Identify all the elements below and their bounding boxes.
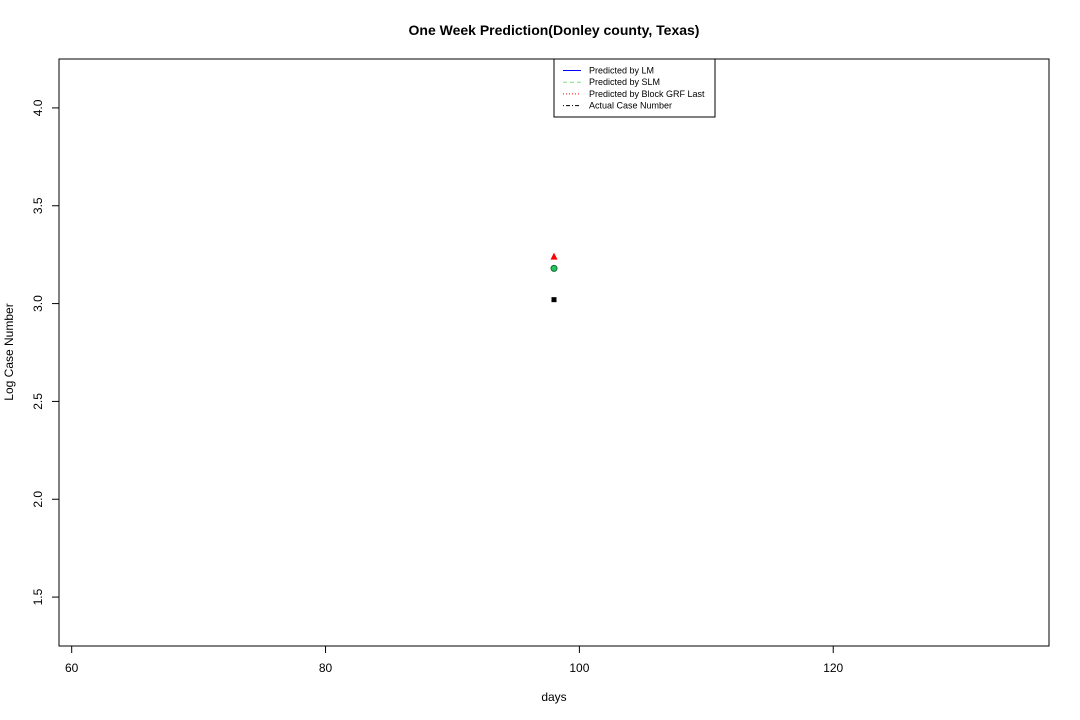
y-tick-label: 2.5 [31,393,45,410]
x-axis-label: days [541,690,566,704]
data-points [550,252,558,303]
x-tick-label: 100 [569,661,589,675]
legend-label-1: Predicted by LM [589,66,654,76]
chart-title: One Week Prediction(Donley county, Texas… [409,22,700,38]
y-axis: 1.5 2.0 2.5 3.0 3.5 4.0 [31,99,60,605]
point-predicted-by-slm [550,264,558,272]
x-tick-label: 60 [65,661,79,675]
legend-label-3: Predicted by Block GRF Last [589,89,705,99]
x-tick-label: 80 [319,661,333,675]
y-tick-label: 4.0 [31,99,45,116]
point-actual-case-number [551,297,557,303]
legend-box [553,58,716,118]
y-tick-label: 1.5 [31,588,45,605]
x-tick-label: 120 [823,661,843,675]
x-axis: 60 80 100 120 [65,645,844,675]
y-tick-label: 2.0 [31,491,45,508]
y-axis-label: Log Case Number [2,303,16,400]
point-predicted-by-block-grf-last [550,252,558,260]
y-tick-label: 3.0 [31,295,45,312]
plot-area [58,58,1050,647]
legend-label-2: Predicted by SLM [589,77,660,87]
y-tick-label: 3.5 [31,197,45,214]
legend-label-4: Actual Case Number [589,101,672,111]
